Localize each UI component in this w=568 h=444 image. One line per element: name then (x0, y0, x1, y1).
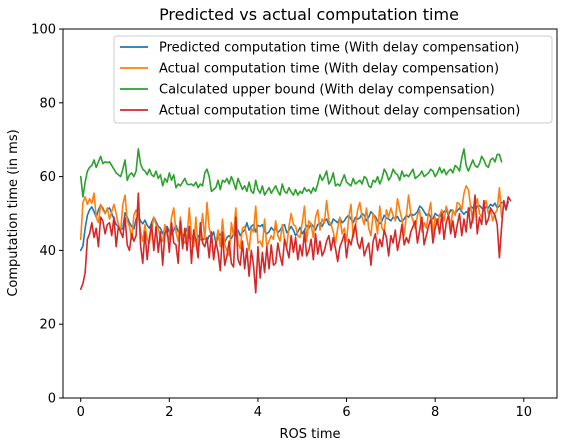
y-tick-label: 100 (31, 23, 56, 38)
y-tick-label: 0 (48, 392, 56, 407)
y-tick-label: 40 (39, 244, 56, 259)
series-line-3 (81, 149, 502, 197)
legend-label-4: Actual computation time (Without delay c… (159, 104, 520, 119)
x-tick-label: 4 (254, 405, 262, 420)
legend-label-2: Actual computation time (With delay comp… (159, 62, 499, 77)
legend-label-3: Calculated upper bound (With delay compe… (159, 83, 495, 98)
x-tick-label: 10 (515, 405, 532, 420)
legend-label-1: Predicted computation time (With delay c… (159, 41, 519, 56)
y-axis-label: Computation time (in ms) (6, 129, 21, 296)
x-tick-label: 0 (77, 405, 85, 420)
x-tick-label: 8 (431, 405, 439, 420)
x-tick-label: 2 (165, 405, 173, 420)
series-layer (81, 149, 511, 293)
chart-title: Predicted vs actual computation time (159, 5, 459, 24)
y-tick-label: 80 (39, 96, 56, 111)
x-tick-label: 6 (342, 405, 350, 420)
y-tick-label: 20 (39, 318, 56, 333)
legend: Predicted computation time (With delay c… (114, 36, 552, 123)
y-tick-label: 60 (39, 170, 56, 185)
y-axis-ticks: 0 20 40 60 80 100 (31, 23, 63, 407)
x-axis-ticks: 0 2 4 6 8 10 (77, 398, 532, 420)
x-axis-label: ROS time (279, 427, 340, 442)
